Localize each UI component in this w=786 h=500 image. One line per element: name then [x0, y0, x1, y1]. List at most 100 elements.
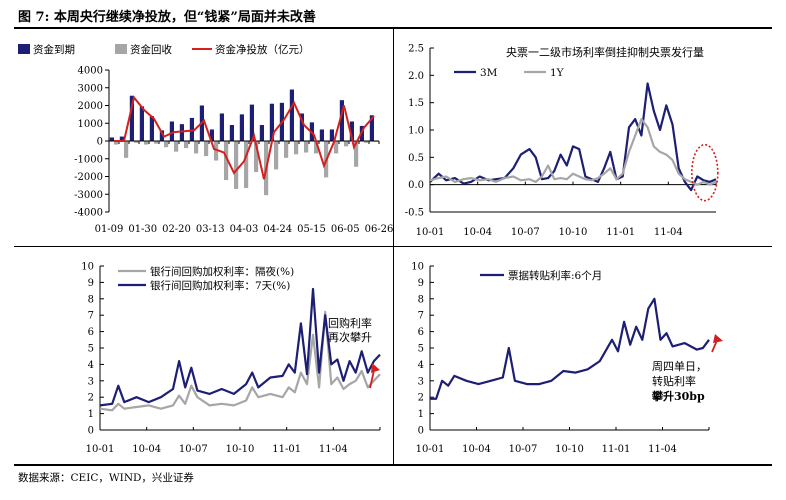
bar-maturity [129, 95, 134, 141]
bottom-rule [14, 464, 772, 466]
annotation-text: 攀升30bp [651, 389, 705, 403]
y-tick-label: 2.0 [408, 71, 424, 82]
legend-label: 资金到期 [33, 43, 75, 56]
bar-maturity [119, 136, 124, 141]
legend-label: 3M [480, 67, 498, 79]
bar-withdrawal [244, 141, 249, 189]
bar-maturity [369, 115, 374, 141]
annotation-text: 转贴利率 [652, 374, 696, 388]
y-tick-label: 5 [88, 344, 94, 355]
bar-maturity [299, 113, 304, 141]
y-tick-label: -3000 [74, 190, 103, 201]
x-tick-label: 04-03 [230, 224, 259, 235]
bar-maturity [269, 103, 274, 141]
bar-maturity [319, 129, 324, 141]
series-line-1 [429, 117, 717, 186]
x-tick-label: 10-04 [463, 227, 492, 238]
bar-maturity [229, 125, 234, 141]
bar-withdrawal [254, 141, 259, 173]
y-tick-label: 10 [411, 262, 424, 273]
legend-label: 票据转贴利率:6个月 [508, 269, 602, 282]
legend-label: 1Y [550, 67, 565, 79]
legend-label: 银行间回购加权利率：隔夜(%) [150, 265, 294, 278]
bar-maturity [259, 125, 264, 141]
x-tick-label: 10-07 [179, 444, 208, 455]
chart-cb-bill-spread: -0.5 0.0 0.5 1.0 1.5 2.0 2.5 10-01 10-04 10-07 10-… [405, 44, 719, 238]
x-tick-label: 10-07 [511, 227, 540, 238]
bar-withdrawal [164, 141, 169, 148]
bar-withdrawal [144, 141, 149, 145]
bar-withdrawal [154, 141, 159, 144]
y-tick-label: 0.0 [408, 180, 424, 191]
legend-label: 银行间回购加权利率：7天(%) [150, 279, 290, 292]
x-tick-label: 10-01 [86, 444, 115, 455]
bar-withdrawal [304, 141, 309, 153]
y-tick-label: 1000 [78, 119, 103, 130]
x-tick-label: 10-01 [416, 227, 445, 238]
bar-maturity [109, 137, 114, 141]
legend-swatch [115, 44, 127, 54]
y-tick-label: 0 [97, 137, 103, 148]
x-tick-label: 10-10 [559, 227, 588, 238]
bar-withdrawal [354, 141, 359, 167]
annotation-text: 再次攀升 [328, 330, 372, 344]
annotation-text: 周四单日， [652, 360, 707, 373]
bar-maturity [219, 113, 224, 141]
y-tick-label: -2000 [74, 172, 103, 183]
x-tick-label: 06-05 [331, 224, 360, 235]
line-net-injection [114, 95, 375, 180]
y-tick-label: 1.0 [408, 126, 424, 137]
y-tick-label: 8 [88, 294, 94, 305]
bar-withdrawal [174, 141, 179, 152]
bar-maturity [239, 114, 244, 141]
legend-label: 资金回收 [130, 43, 172, 56]
y-tick-label: 4000 [78, 66, 103, 77]
x-tick-label: 11-01 [272, 444, 301, 455]
x-tick-label: 10-01 [416, 444, 445, 455]
bar-maturity [329, 129, 334, 141]
y-tick-label: 1 [418, 409, 424, 420]
y-tick-label: 9 [88, 278, 94, 289]
chart-cb-operations: 资金到期 资金回收 资金净投放（亿元） -4000 -3000 -2000 -1000 0 10… [18, 43, 393, 235]
bar-withdrawal [224, 141, 229, 181]
bar-maturity [189, 117, 194, 141]
x-tick-label: 03-13 [196, 224, 225, 235]
x-tick-label: 10-07 [509, 444, 538, 455]
bar-withdrawal [364, 141, 369, 143]
y-tick-label: 9 [418, 278, 424, 289]
y-tick-label: 2 [88, 393, 94, 404]
x-tick-label: 02-20 [162, 224, 191, 235]
bar-withdrawal [114, 141, 119, 145]
series-line-1 [99, 287, 381, 407]
y-tick-label: 2.5 [408, 44, 424, 55]
figure-title: 图 7: 本周央行继续净投放，但“钱紧”局面并未改善 [18, 10, 316, 25]
y-tick-label: -1000 [74, 154, 103, 165]
chart-bill-discount-rate: 0 1 2 3 4 5 6 7 8 9 10 10-01 10-04 10-07 10-10 11-01 11-… [411, 262, 723, 455]
bar-withdrawal [334, 141, 339, 154]
data-source-note: 数据来源：CEIC，WIND，兴业证券 [18, 472, 194, 484]
y-tick-label: -4000 [74, 208, 103, 219]
y-tick-label: 1 [88, 409, 94, 420]
y-tick-label: 0 [88, 426, 94, 437]
x-tick-label: 11-01 [606, 227, 635, 238]
y-tick-label: 10 [81, 262, 94, 273]
bar-withdrawal [194, 141, 199, 154]
x-tick-label: 01-30 [128, 224, 157, 235]
legend-swatch [18, 44, 30, 54]
x-tick-label: 10-04 [462, 444, 491, 455]
y-tick-label: 0.5 [408, 153, 424, 164]
y-tick-label: 4 [88, 360, 94, 371]
y-tick-label: -0.5 [405, 208, 424, 219]
x-tick-label: 10-10 [555, 444, 584, 455]
bar-maturity [139, 106, 144, 141]
y-tick-label: 3 [88, 376, 94, 387]
annotation-text: 回购利率 [328, 316, 372, 330]
y-tick-label: 7 [418, 311, 424, 322]
y-tick-label: 2 [418, 393, 424, 404]
chart-repo-rates: 0 1 2 3 4 5 6 7 8 9 10 10-01 10-04 10-07 10-10 11-01 11-… [81, 262, 381, 455]
bar-withdrawal [134, 141, 139, 143]
series-line-0 [99, 310, 381, 412]
arrow-head [713, 334, 723, 343]
legend-label: 资金净投放（亿元） [215, 43, 310, 56]
